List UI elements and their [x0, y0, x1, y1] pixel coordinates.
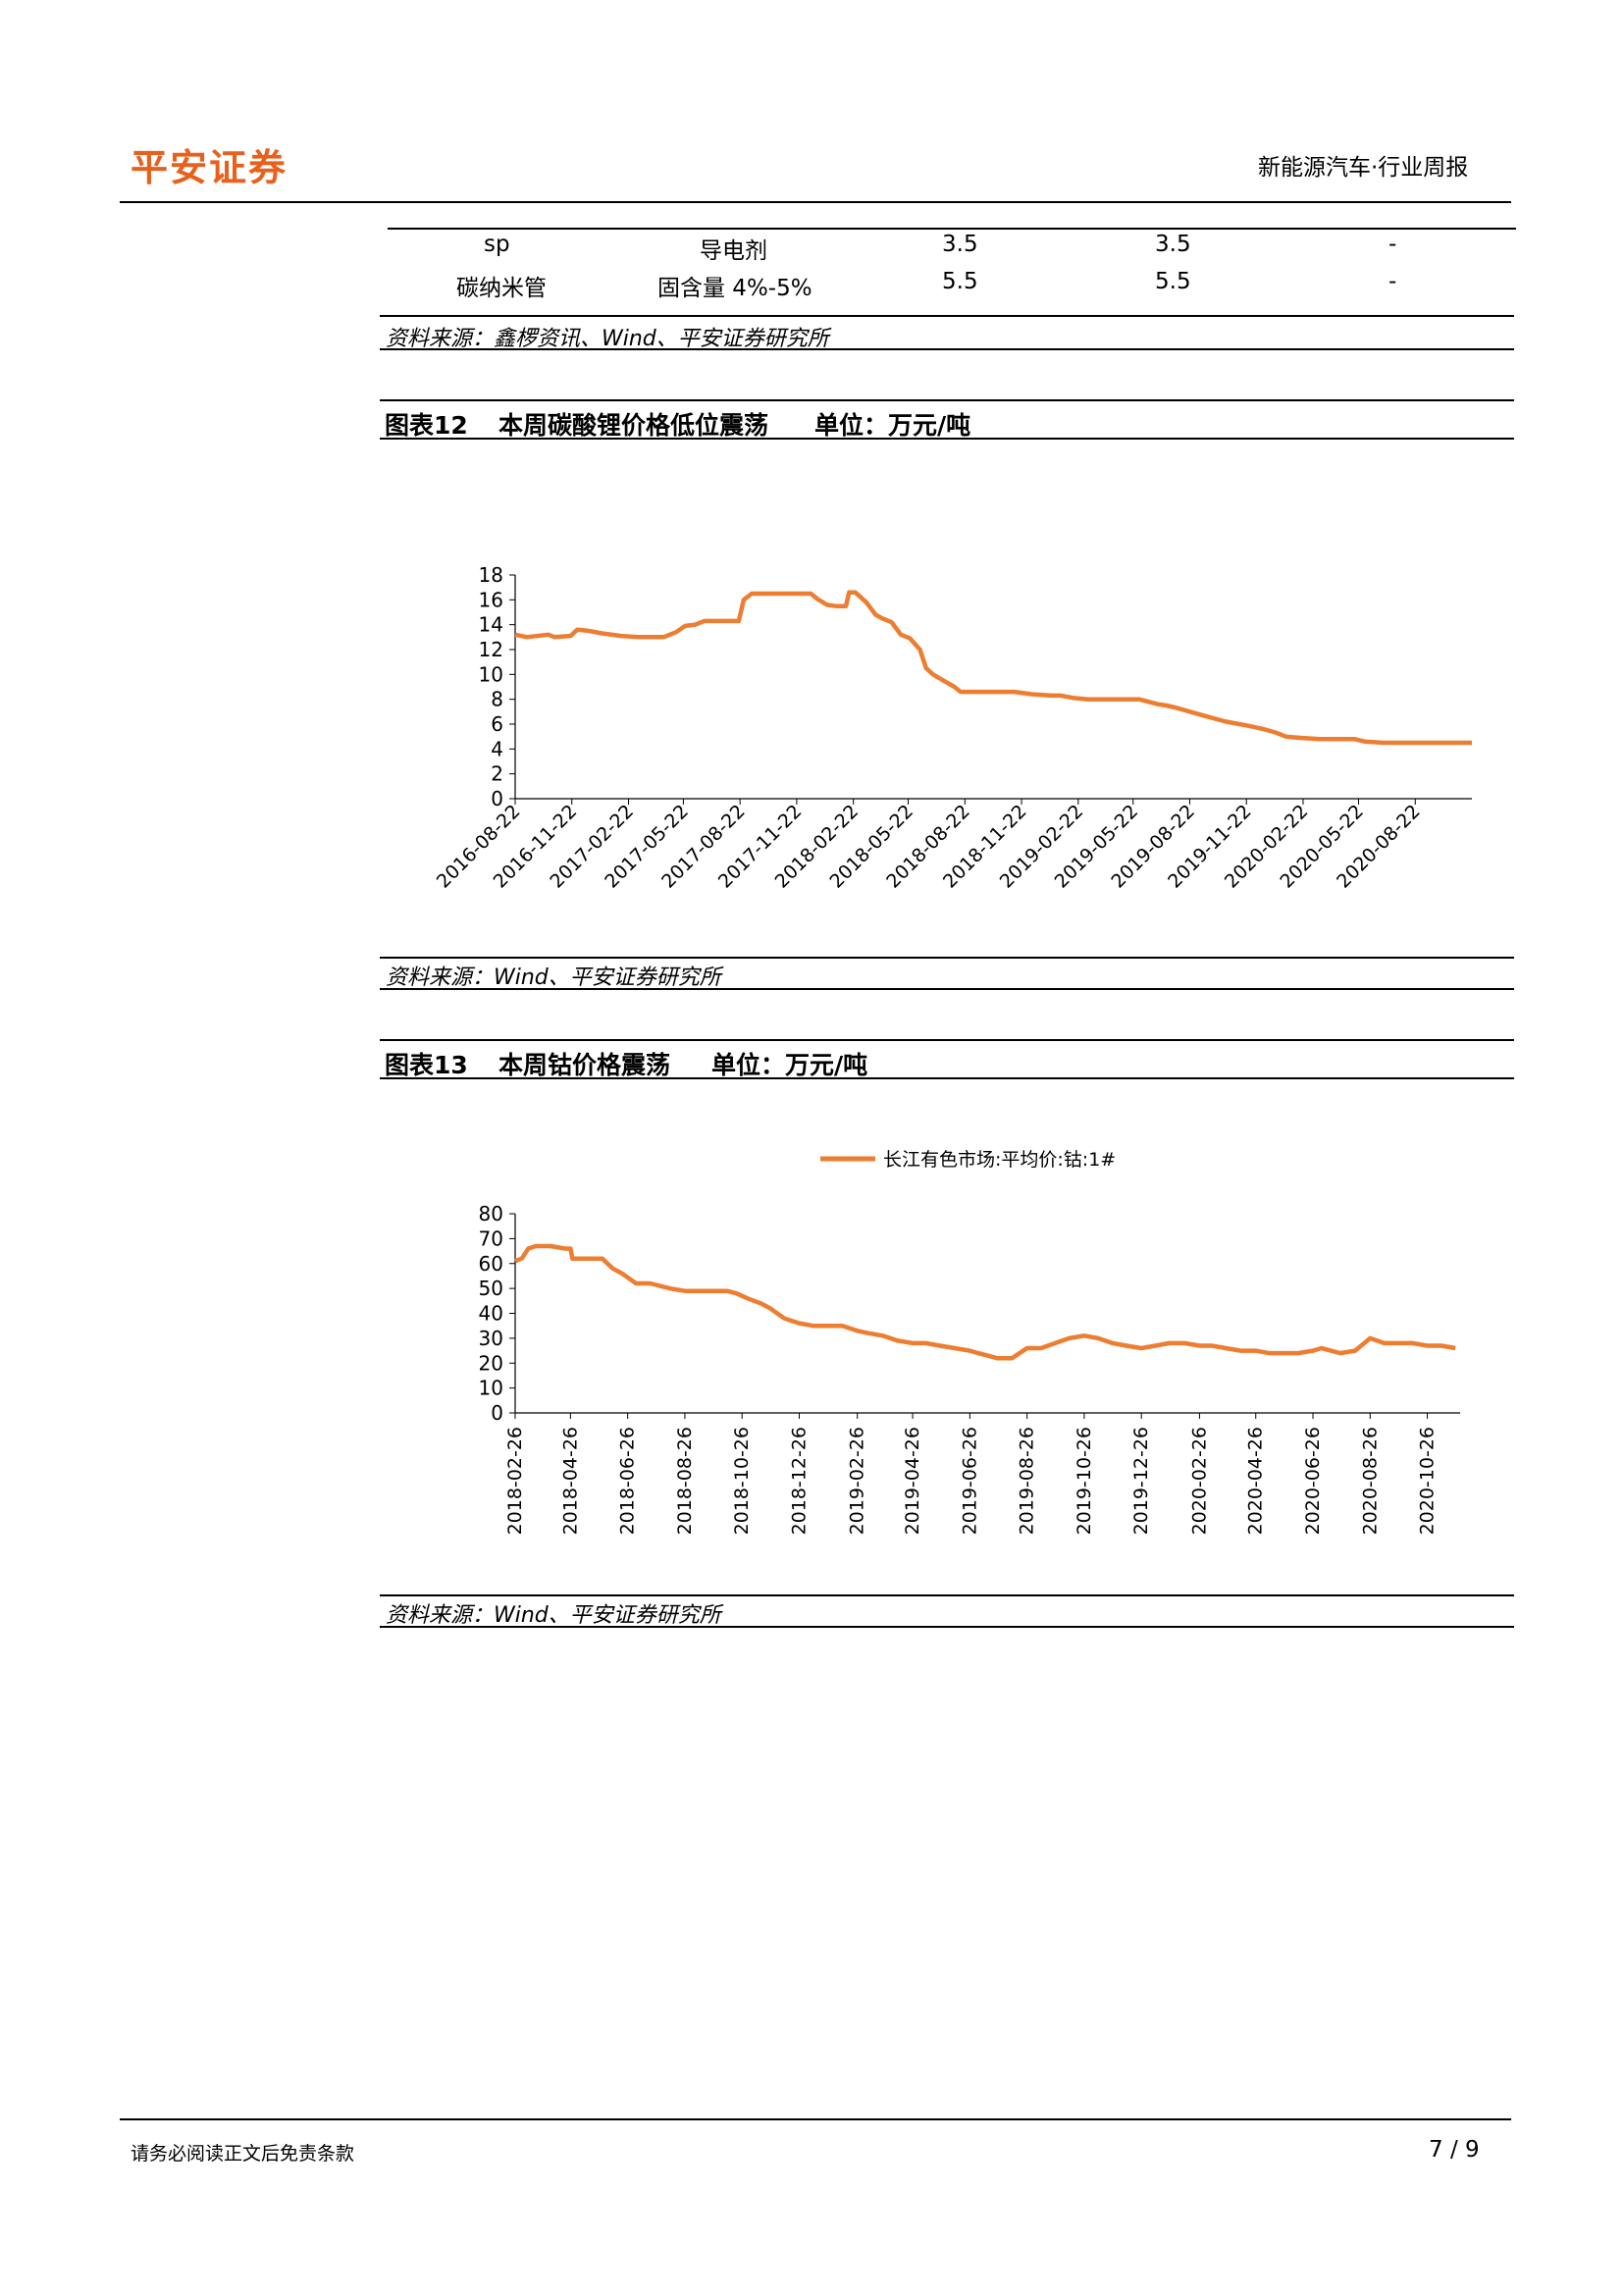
y-tick-label: 18 — [479, 563, 503, 587]
cell-change: - — [1388, 269, 1397, 294]
x-tick-label: 2019-10-26 — [1074, 1427, 1095, 1535]
legend-label: 长江有色市场:平均价:钴:1# — [883, 1149, 1116, 1171]
x-tick-label: 2020-04-26 — [1245, 1427, 1267, 1535]
table-row: sp 导电剂 3.5 3.5 - — [388, 228, 1516, 264]
report-section-title: 新能源汽车·行业周报 — [1258, 155, 1469, 181]
figure12-title-rule — [380, 438, 1514, 440]
cell-type: 导电剂 — [700, 238, 767, 264]
y-tick-label: 0 — [491, 1401, 503, 1425]
lithium-carbonate-price-chart: 0246810121416182016-08-222016-11-222017-… — [433, 563, 1472, 893]
y-tick-label: 10 — [479, 662, 503, 686]
cell-price-current: 3.5 — [942, 232, 978, 257]
x-tick-label: 2019-04-26 — [902, 1427, 923, 1535]
figure12-bottom-rule — [380, 957, 1514, 959]
cell-price-prev: 5.5 — [1155, 269, 1191, 294]
table-top-rule — [388, 228, 1516, 230]
cell-price-current: 5.5 — [942, 269, 978, 294]
figure12-source-rule — [380, 988, 1514, 990]
figure12-source: 资料来源：Wind、平安证券研究所 — [386, 965, 721, 990]
figure13-label: 图表13 — [385, 1051, 468, 1079]
y-tick-label: 40 — [479, 1302, 503, 1326]
figure12-unit: 单位：万元/吨 — [814, 411, 971, 440]
y-tick-label: 30 — [479, 1327, 503, 1350]
y-tick-label: 60 — [479, 1252, 503, 1276]
table-source-rule — [380, 348, 1514, 350]
cell-name: sp — [484, 232, 510, 257]
x-tick-label: 2019-08-26 — [1017, 1427, 1038, 1535]
x-tick-label: 2020-08-26 — [1359, 1427, 1381, 1535]
y-tick-label: 10 — [479, 1377, 503, 1400]
y-tick-label: 16 — [479, 588, 503, 611]
x-tick-label: 2020-10-26 — [1417, 1427, 1439, 1535]
figure12-title: 本周碳酸锂价格低位震荡 — [498, 411, 769, 440]
x-tick-label: 2020-06-26 — [1302, 1427, 1324, 1535]
x-tick-label: 2018-04-26 — [559, 1427, 581, 1535]
x-tick-label: 2018-08-26 — [674, 1427, 696, 1535]
figure13-unit: 单位：万元/吨 — [711, 1051, 868, 1079]
y-tick-label: 20 — [479, 1351, 503, 1375]
x-tick-label: 2018-02-26 — [504, 1427, 526, 1535]
company-logo: 平安证券 — [131, 146, 288, 189]
y-tick-label: 50 — [479, 1277, 503, 1300]
series-line — [514, 590, 1472, 746]
y-tick-label: 80 — [479, 1202, 503, 1226]
cell-price-prev: 3.5 — [1155, 232, 1191, 257]
y-tick-label: 12 — [479, 638, 503, 661]
table-source: 资料来源：鑫椤资讯、Wind、平安证券研究所 — [386, 327, 829, 351]
figure13-source-rule — [380, 1626, 1514, 1628]
cell-type: 固含量 4%-5% — [657, 276, 812, 301]
y-tick-label: 2 — [491, 762, 503, 786]
y-tick-label: 6 — [491, 712, 503, 736]
figure13-bottom-rule — [380, 1594, 1514, 1596]
x-tick-label: 2018-12-26 — [788, 1427, 810, 1535]
y-tick-label: 14 — [479, 613, 503, 637]
x-tick-label: 2019-12-26 — [1130, 1427, 1152, 1535]
figure13-title: 本周钴价格震荡 — [498, 1051, 671, 1079]
disclaimer-note: 请务必阅读正文后免责条款 — [131, 2143, 355, 2165]
y-tick-label: 0 — [491, 787, 503, 810]
page-number: 7 / 9 — [1429, 2137, 1480, 2163]
x-tick-label: 2020-02-26 — [1188, 1427, 1210, 1535]
cell-name: 碳纳米管 — [456, 276, 547, 301]
cell-change: - — [1388, 232, 1397, 257]
x-tick-label: 2018-06-26 — [617, 1427, 639, 1535]
footer-divider — [120, 2118, 1511, 2120]
figure12-label: 图表12 — [385, 411, 468, 440]
y-tick-label: 8 — [491, 688, 503, 711]
y-tick-label: 4 — [491, 737, 503, 760]
figure13-top-rule — [380, 1039, 1514, 1041]
figure12-top-rule — [380, 399, 1514, 401]
x-tick-label: 2019-02-26 — [847, 1427, 868, 1535]
header-divider — [120, 201, 1511, 203]
x-tick-label: 2019-06-26 — [959, 1427, 980, 1535]
table-row: 碳纳米管 固含量 4%-5% 5.5 5.5 - — [388, 265, 1516, 301]
y-tick-label: 70 — [479, 1226, 503, 1250]
x-tick-label: 2018-10-26 — [731, 1427, 753, 1535]
figure13-source: 资料来源：Wind、平安证券研究所 — [386, 1603, 721, 1628]
table-bottom-rule — [380, 315, 1514, 317]
figure13-title-rule — [380, 1077, 1514, 1079]
series-line — [514, 1243, 1456, 1361]
